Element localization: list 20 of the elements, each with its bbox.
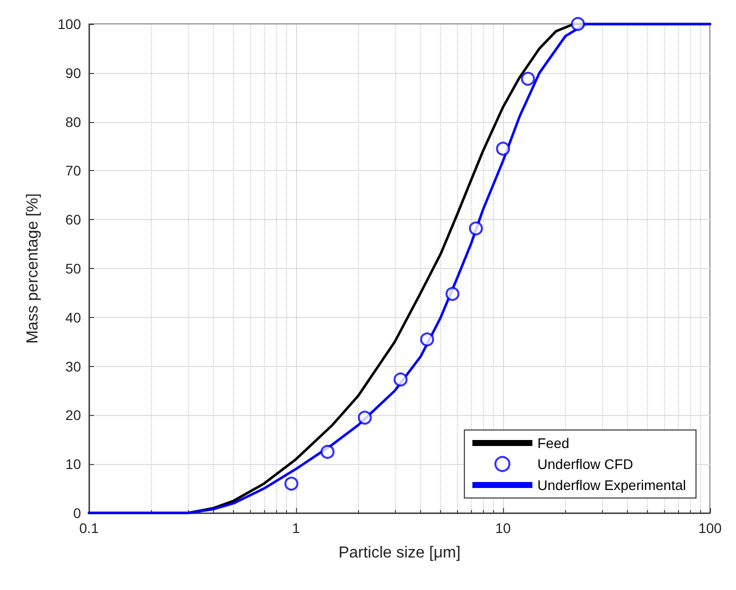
x-tick-label: 1: [292, 520, 300, 536]
legend-label: Feed: [537, 435, 570, 451]
y-tick-label: 40: [65, 309, 82, 326]
y-tick-label: 100: [58, 16, 82, 32]
x-tick-label: 100: [698, 520, 722, 536]
x-tick-label: 10: [495, 520, 511, 536]
y-tick-label: 20: [65, 407, 82, 424]
y-tick-label: 0: [73, 505, 82, 521]
legend-label: Underflow CFD: [537, 456, 634, 472]
y-tick-label: 30: [65, 358, 82, 374]
y-tick-label: 10: [65, 456, 82, 472]
y-tick-label: 80: [65, 114, 82, 130]
y-tick-label: 70: [65, 162, 82, 179]
legend-label: Underflow Experimental: [537, 477, 686, 493]
x-axis-title: Particle size [μm]: [338, 544, 461, 562]
y-axis-title: Mass percentage [%]: [24, 193, 42, 344]
y-tick-label: 90: [65, 64, 82, 81]
x-tick-label: 0.1: [79, 520, 99, 536]
y-tick-label: 60: [65, 212, 82, 228]
y-tick-label: 50: [65, 260, 82, 276]
